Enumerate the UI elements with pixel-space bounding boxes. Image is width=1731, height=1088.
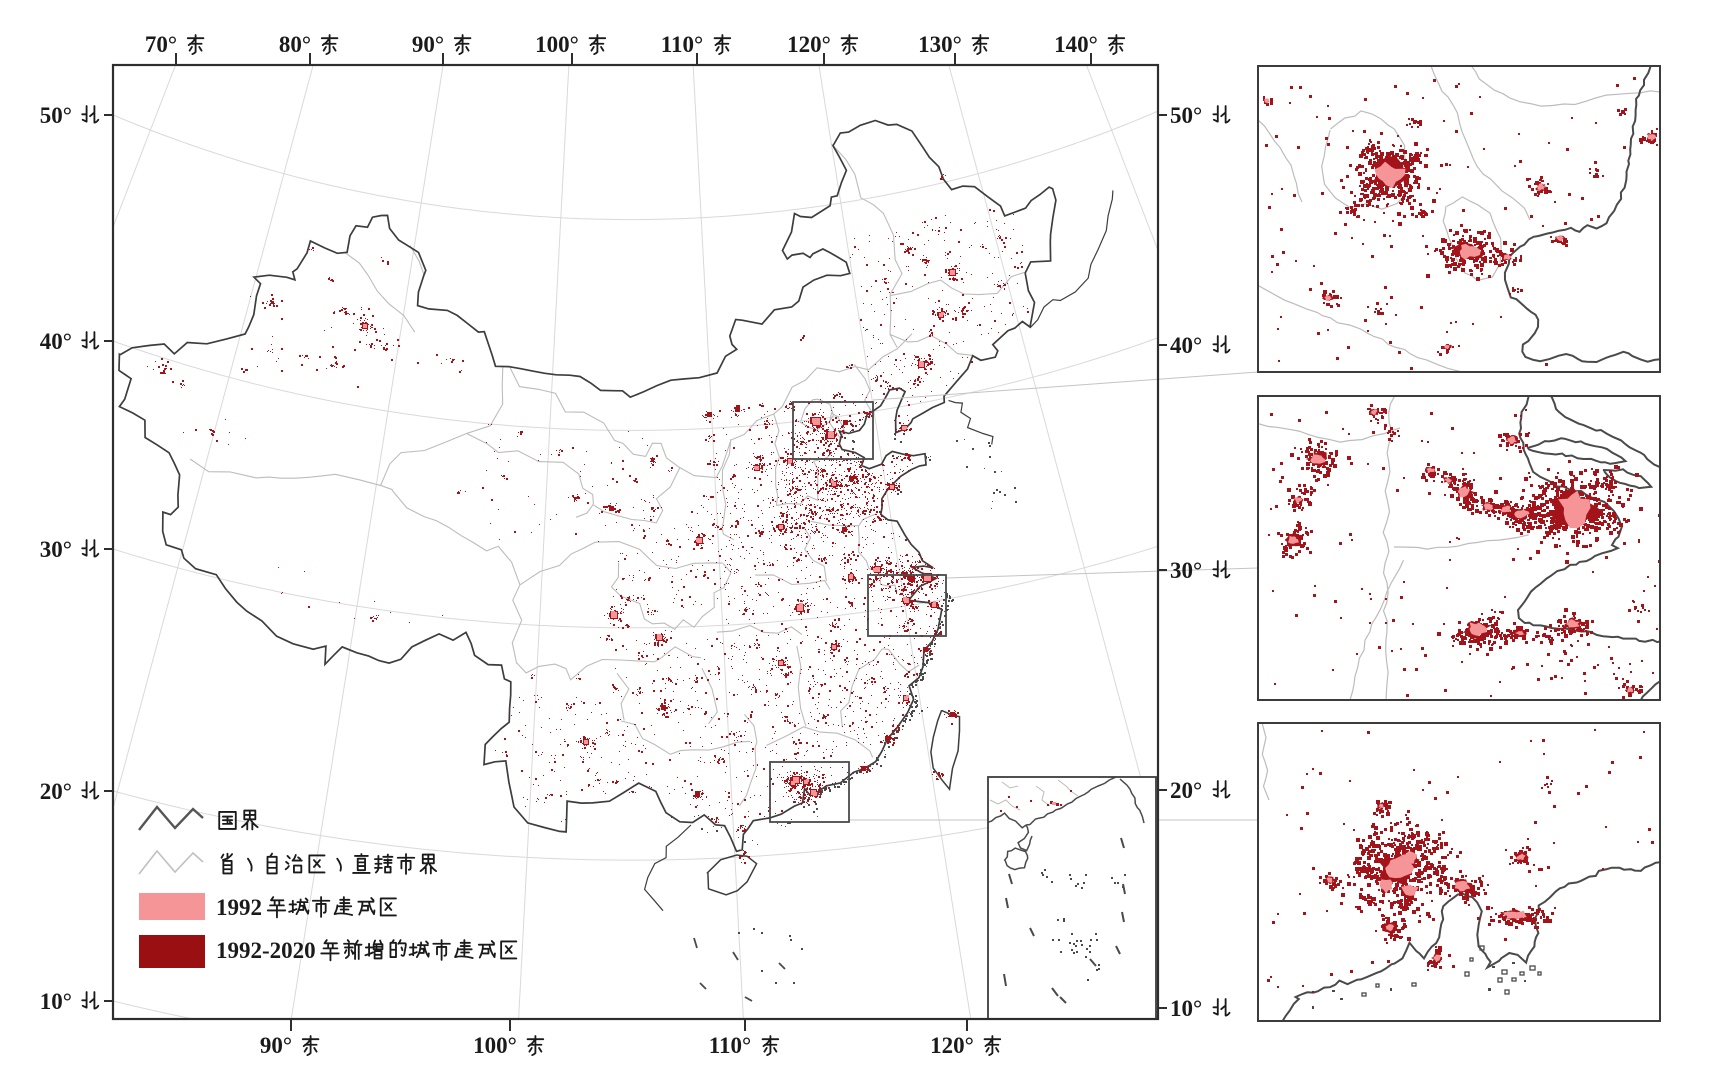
svg-text:40°: 40° bbox=[40, 329, 72, 354]
svg-text:50°: 50° bbox=[1170, 103, 1202, 128]
svg-text:30°: 30° bbox=[40, 537, 72, 562]
svg-text:40°: 40° bbox=[1170, 333, 1202, 358]
svg-text:110°: 110° bbox=[709, 1033, 751, 1058]
svg-text:1992-2020: 1992-2020 bbox=[216, 938, 316, 963]
svg-text:90°: 90° bbox=[260, 1033, 292, 1058]
svg-text:30°: 30° bbox=[1170, 558, 1202, 583]
svg-text:110°: 110° bbox=[661, 32, 703, 57]
svg-text:100°: 100° bbox=[473, 1033, 517, 1058]
svg-text:10°: 10° bbox=[1170, 996, 1202, 1021]
svg-text:90°: 90° bbox=[412, 32, 444, 57]
svg-text:50°: 50° bbox=[40, 103, 72, 128]
svg-text:140°: 140° bbox=[1054, 32, 1098, 57]
svg-text:70°: 70° bbox=[145, 32, 177, 57]
svg-text:80°: 80° bbox=[279, 32, 311, 57]
svg-text:120°: 120° bbox=[787, 32, 831, 57]
svg-text:10°: 10° bbox=[40, 989, 72, 1014]
svg-text:1992: 1992 bbox=[216, 895, 262, 920]
svg-text:20°: 20° bbox=[1170, 778, 1202, 803]
svg-text:130°: 130° bbox=[918, 32, 962, 57]
svg-text:20°: 20° bbox=[40, 779, 72, 804]
svg-text:100°: 100° bbox=[535, 32, 579, 57]
svg-text:120°: 120° bbox=[930, 1033, 974, 1058]
